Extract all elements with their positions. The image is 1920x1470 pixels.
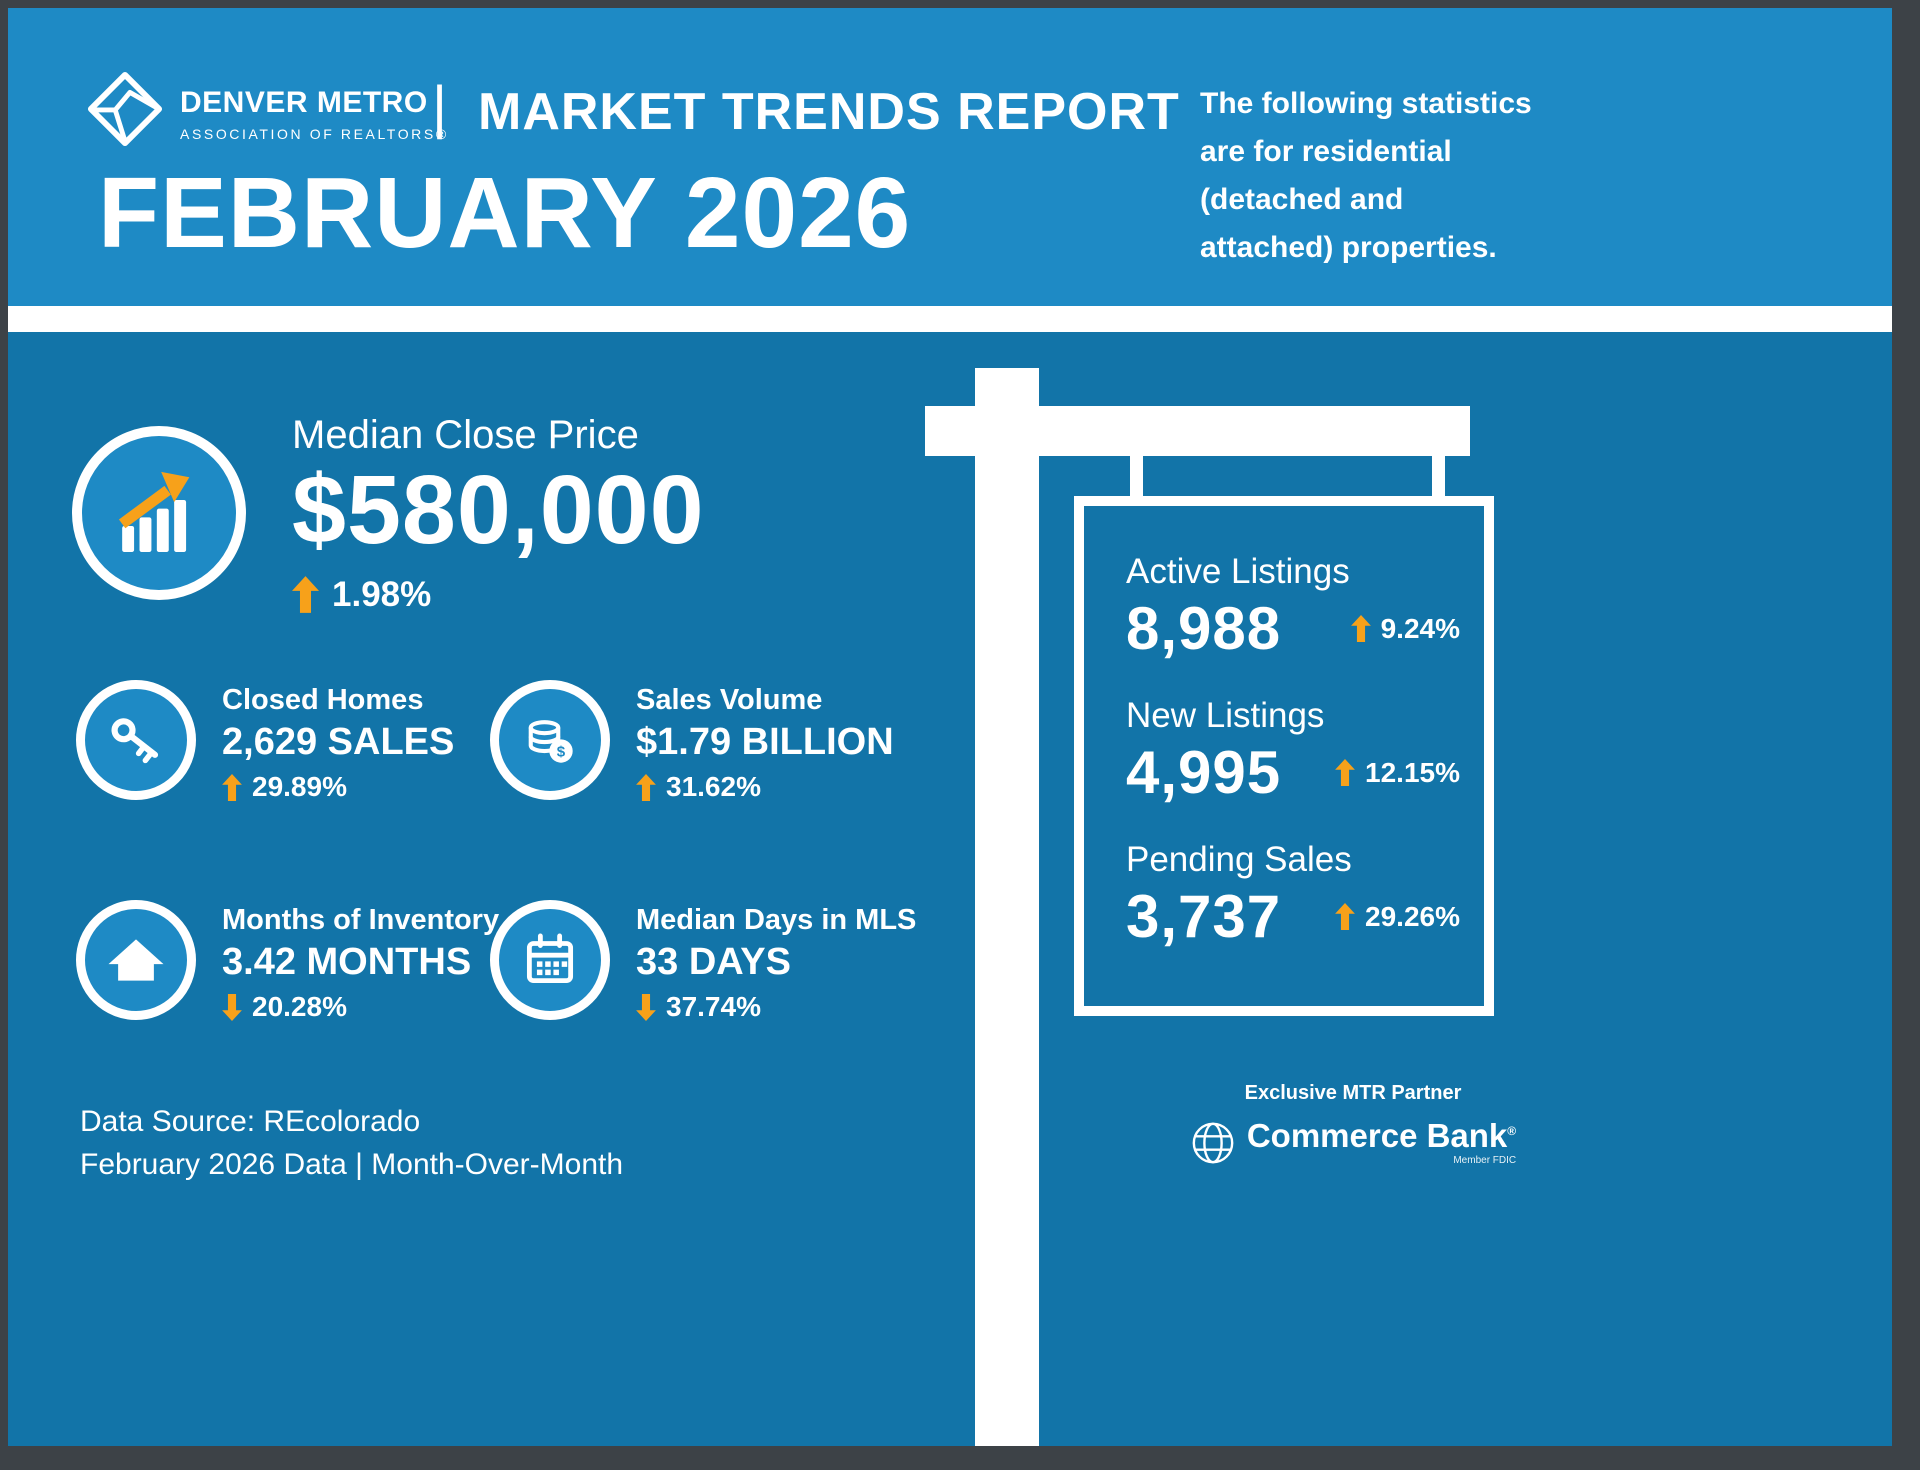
white-divider-band bbox=[8, 306, 1892, 332]
median-close-price-block: Median Close Price $580,000 1.98% bbox=[292, 413, 705, 615]
listings-sign-board: Active Listings 8,988 9.24% New Listings… bbox=[1074, 496, 1494, 1016]
sign-post bbox=[975, 368, 1039, 1446]
org-name: DENVER METRO bbox=[180, 86, 428, 119]
data-source-line2: February 2026 Data | Month-Over-Month bbox=[80, 1148, 624, 1181]
down-arrow-icon bbox=[222, 993, 242, 1021]
median-label: Median Close Price bbox=[292, 413, 639, 457]
svg-text:$: $ bbox=[557, 744, 566, 761]
partner-subtext: Member FDIC bbox=[1453, 1155, 1517, 1166]
trend-up-chart-icon bbox=[118, 471, 190, 552]
up-arrow-icon bbox=[1335, 903, 1355, 930]
sign-value: 8,988 bbox=[1126, 595, 1282, 662]
stat-label: Median Days in MLS bbox=[636, 904, 917, 936]
sign-change: 29.26% bbox=[1335, 901, 1460, 933]
stat-months-of-inventory: Months of Inventory 3.42 MONTHS 20.28% bbox=[76, 900, 499, 1023]
org-subtitle: ASSOCIATION OF REALTORS® bbox=[180, 126, 449, 142]
commerce-bank-logo: Commerce Bank® Member FDIC bbox=[1188, 1119, 1518, 1166]
partner-label: Exclusive MTR Partner bbox=[1244, 1082, 1462, 1104]
stat-change-value: 31.62% bbox=[666, 771, 761, 802]
median-value: $580,000 bbox=[292, 455, 705, 564]
up-arrow-icon bbox=[636, 773, 656, 801]
report-title: MARKET TRENDS REPORT bbox=[478, 83, 1180, 141]
sign-label: Pending Sales bbox=[1126, 840, 1352, 879]
sign-change-value: 29.26% bbox=[1365, 900, 1460, 932]
stat-median-days-in-mls: Median Days in MLS 33 DAYS 37.74% bbox=[490, 900, 916, 1023]
note-line: The following statistics bbox=[1200, 87, 1532, 120]
title-separator: | bbox=[432, 75, 448, 140]
registered-mark: ® bbox=[1507, 1124, 1517, 1138]
stat-sales-volume: $ Sales Volume $1.79 BILLION 31.62% bbox=[490, 680, 894, 803]
stat-badge bbox=[490, 900, 610, 1020]
residential-note: The following statistics are for residen… bbox=[1200, 80, 1532, 272]
sign-label: Active Listings bbox=[1126, 552, 1350, 591]
data-source-line1: Data Source: REcolorado bbox=[80, 1105, 421, 1138]
stat-label: Closed Homes bbox=[222, 684, 424, 716]
stat-badge bbox=[76, 900, 196, 1020]
stat-change-value: 20.28% bbox=[252, 991, 347, 1022]
month-title: FEBRUARY 2026 bbox=[98, 157, 912, 269]
stat-text: Sales Volume $1.79 BILLION 31.62% bbox=[636, 680, 894, 803]
note-line: are for residential bbox=[1200, 135, 1452, 168]
calendar-icon bbox=[526, 933, 574, 984]
stat-value: $1.79 BILLION bbox=[636, 721, 894, 763]
globe-icon bbox=[1192, 1122, 1234, 1163]
dmar-diamond-logo-icon bbox=[86, 70, 164, 148]
stat-value: 33 DAYS bbox=[636, 941, 791, 983]
sign-label: New Listings bbox=[1126, 696, 1325, 735]
sign-value: 4,995 bbox=[1126, 739, 1282, 806]
median-change: 1.98% bbox=[292, 575, 705, 615]
stat-change: 29.89% bbox=[222, 771, 454, 803]
sign-change: 12.15% bbox=[1335, 757, 1460, 789]
sign-hanger-left bbox=[1130, 456, 1143, 498]
header-band: DENVER METRO ASSOCIATION OF REALTORS® | … bbox=[8, 8, 1892, 306]
sign-change: 9.24% bbox=[1350, 612, 1460, 645]
sign-change-value: 12.15% bbox=[1365, 756, 1460, 788]
up-arrow-icon bbox=[1350, 615, 1371, 642]
sign-group-new-listings: New Listings 4,995 12.15% bbox=[1126, 696, 1460, 807]
stat-value: 3.42 MONTHS bbox=[222, 941, 472, 983]
up-arrow-icon bbox=[222, 773, 242, 801]
stat-change-value: 37.74% bbox=[666, 991, 761, 1022]
data-source-block: Data Source: REcolorado February 2026 Da… bbox=[80, 1100, 623, 1186]
note-line: attached) properties. bbox=[1200, 231, 1497, 264]
market-trends-infographic-page: DENVER METRO ASSOCIATION OF REALTORS® | … bbox=[8, 8, 1892, 1446]
stat-badge bbox=[76, 680, 196, 800]
org-block: DENVER METRO ASSOCIATION OF REALTORS® bbox=[180, 86, 449, 142]
coins-icon: $ bbox=[528, 720, 573, 763]
stat-change: 37.74% bbox=[636, 991, 916, 1023]
stat-change: 20.28% bbox=[222, 991, 499, 1023]
partner-name-column: Commerce Bank® Member FDIC bbox=[1247, 1119, 1516, 1166]
note-line: (detached and bbox=[1200, 183, 1404, 216]
stat-change-value: 29.89% bbox=[252, 771, 347, 802]
stat-badge: $ bbox=[490, 680, 610, 800]
key-icon bbox=[111, 718, 159, 764]
up-arrow-icon bbox=[1335, 759, 1355, 786]
sign-crossbar bbox=[925, 406, 1470, 456]
sign-group-pending-sales: Pending Sales 3,737 29.26% bbox=[1126, 840, 1460, 951]
partner-block: Exclusive MTR Partner Commerce Bank® Mem… bbox=[1188, 1082, 1518, 1166]
sign-change-value: 9.24% bbox=[1380, 612, 1460, 644]
stat-text: Closed Homes 2,629 SALES 29.89% bbox=[222, 680, 454, 803]
sign-group-active-listings: Active Listings 8,988 9.24% bbox=[1126, 552, 1460, 663]
stat-label: Sales Volume bbox=[636, 684, 823, 716]
house-icon bbox=[108, 939, 164, 981]
stat-value: 2,629 SALES bbox=[222, 721, 455, 763]
up-arrow-icon bbox=[292, 576, 319, 614]
stat-closed-homes: Closed Homes 2,629 SALES 29.89% bbox=[76, 680, 454, 803]
down-arrow-icon bbox=[636, 993, 656, 1021]
sign-hanger-right bbox=[1432, 456, 1445, 498]
partner-name: Commerce Bank® bbox=[1246, 1117, 1517, 1154]
stat-text: Median Days in MLS 33 DAYS 37.74% bbox=[636, 900, 916, 1023]
sign-value: 3,737 bbox=[1126, 883, 1282, 950]
stat-text: Months of Inventory 3.42 MONTHS 20.28% bbox=[222, 900, 499, 1023]
median-change-value: 1.98% bbox=[332, 574, 432, 614]
stat-label: Months of Inventory bbox=[222, 904, 500, 936]
median-close-price-badge bbox=[72, 426, 246, 600]
stat-change: 31.62% bbox=[636, 771, 894, 803]
